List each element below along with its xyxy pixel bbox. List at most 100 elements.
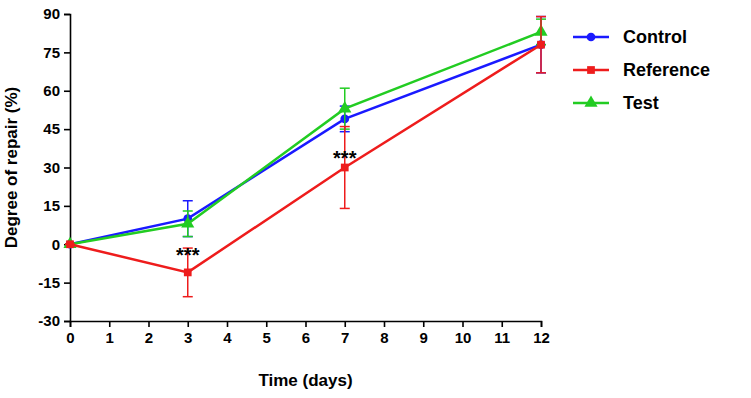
chart: 0123456789101112-30-150153045607590*****… (0, 0, 751, 398)
y-tick: 90 (43, 5, 70, 22)
x-tick: 3 (184, 321, 192, 346)
x-axis-title: Time (days) (258, 371, 352, 390)
point (66, 240, 74, 248)
y-tick: 15 (43, 197, 70, 214)
error-bar-cap (183, 236, 193, 238)
legend-marker (587, 66, 595, 74)
error-bar (536, 17, 546, 73)
y-axis-title: Degree of repair (%) (2, 87, 21, 249)
x-tick-mark (187, 321, 189, 327)
series-line (70, 45, 541, 245)
y-tick: -30 (38, 312, 70, 329)
error-bar-cap (183, 296, 193, 298)
legend-label: Reference (623, 60, 710, 80)
error-bar (536, 17, 546, 73)
x-tick-mark (423, 321, 425, 327)
x-tick: 1 (106, 321, 114, 346)
x-tick: 8 (380, 321, 388, 346)
x-tick: 5 (263, 321, 271, 346)
y-tick: 45 (43, 120, 70, 137)
x-tick-mark (541, 321, 543, 327)
y-tick-mark (64, 129, 70, 131)
x-axis: 0123456789101112 (66, 321, 550, 346)
x-tick: 11 (494, 321, 510, 346)
x-tick: 4 (223, 321, 232, 346)
series (65, 17, 546, 297)
x-tick-label: 2 (145, 329, 153, 346)
error-bar-cap (340, 87, 350, 89)
x-tick-mark (305, 321, 307, 327)
annotation: *** (333, 147, 357, 169)
y-tick-label: 90 (43, 5, 60, 22)
y-tick-mark (64, 321, 70, 323)
x-tick: 0 (66, 321, 74, 346)
error-bar-cap (536, 16, 546, 18)
error-bar-cap (340, 208, 350, 210)
x-tick-mark (501, 321, 503, 327)
y-tick-label: 60 (43, 82, 60, 99)
point (338, 101, 351, 112)
x-tick-mark (266, 321, 268, 327)
y-axis: -30 -15 0 15 30 45 60 75 90 (38, 5, 70, 329)
x-tick-label: 8 (380, 329, 388, 346)
y-tick-label: 15 (43, 197, 60, 214)
y-axis-line (64, 15, 71, 322)
legend-item: Control (573, 27, 687, 47)
y-tick-mark (64, 282, 70, 284)
point (181, 216, 194, 227)
x-tick: 2 (145, 321, 153, 346)
error-bar-cap (183, 200, 193, 202)
y-tick-label: -30 (38, 312, 60, 329)
legend-item: Test (573, 93, 659, 113)
legend-label: Test (623, 93, 659, 113)
x-tick-mark (462, 321, 464, 327)
x-tick: 7 (341, 321, 349, 346)
x-tick-mark (227, 321, 229, 327)
y-tick: -15 (38, 274, 70, 291)
x-tick-mark (109, 321, 111, 327)
point (184, 269, 192, 277)
x-tick-label: 3 (184, 329, 192, 346)
series-line (70, 32, 541, 244)
y-tick: 30 (43, 159, 70, 176)
point (537, 41, 545, 49)
y-tick-mark (64, 52, 70, 54)
x-tick-label: 9 (420, 329, 428, 346)
series (63, 19, 547, 248)
y-tick-label: 30 (43, 159, 60, 176)
x-tick-mark (384, 321, 386, 327)
error-bar-cap (340, 126, 350, 128)
x-tick-label: 10 (455, 329, 472, 346)
legend-label: Control (623, 27, 687, 47)
y-tick-label: 45 (43, 120, 60, 137)
legend-marker (587, 33, 596, 42)
error-bar-cap (536, 72, 546, 74)
error-bar-cap (183, 236, 193, 238)
plot: 0123456789101112-30-150153045607590*****… (38, 5, 550, 345)
y-tick-label: 0 (52, 236, 60, 253)
legend-marker (584, 95, 597, 106)
x-tick-label: 0 (66, 329, 74, 346)
y-tick-label: -15 (38, 274, 60, 291)
error-bar-cap (536, 16, 546, 18)
y-tick-mark (64, 206, 70, 208)
y-tick: 75 (43, 44, 70, 61)
x-tick-label: 12 (533, 329, 550, 346)
x-tick-label: 4 (223, 329, 232, 346)
x-tick-label: 7 (341, 329, 349, 346)
series (65, 17, 546, 249)
x-axis-line (71, 322, 542, 328)
y-tick-label: 75 (43, 44, 60, 61)
point (66, 240, 75, 249)
x-tick-mark (344, 321, 346, 327)
x-tick: 9 (420, 321, 428, 346)
y-tick-mark (64, 167, 70, 169)
x-tick-label: 1 (106, 329, 114, 346)
error-bar-cap (536, 72, 546, 74)
legend: Control Reference Test (573, 27, 710, 113)
x-tick-label: 5 (263, 329, 271, 346)
point (537, 40, 546, 49)
x-tick: 10 (455, 321, 472, 346)
x-tick-label: 6 (302, 329, 310, 346)
marks (63, 17, 547, 297)
